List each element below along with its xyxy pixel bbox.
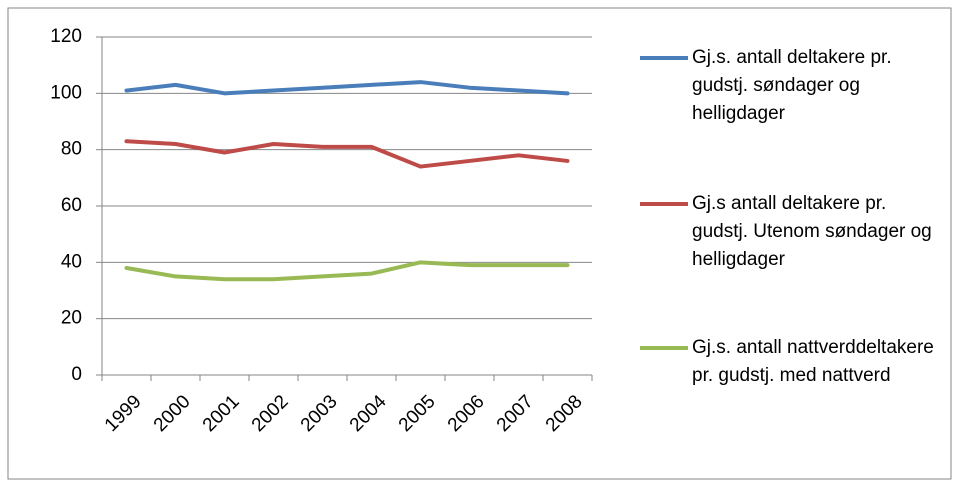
legend-label: Gj.s. antall deltakere pr. gudstj. sønda… (692, 47, 892, 124)
y-tick-label: 0 (71, 364, 82, 385)
y-tick-label: 60 (61, 195, 82, 216)
series-line (124, 80, 570, 96)
y-tick-label: 120 (50, 26, 82, 47)
series-line (124, 139, 570, 169)
series-line (124, 260, 570, 282)
y-tick-label: 100 (50, 82, 82, 103)
legend-label: Gj.s. antall nattverddeltakere pr. gudst… (692, 337, 934, 386)
y-tick-label: 80 (61, 139, 82, 160)
legend-label: Gj.s antall deltakere pr. gudstj. Utenom… (692, 193, 932, 270)
y-tick-label: 20 (61, 308, 82, 329)
y-tick-label: 40 (61, 251, 82, 272)
